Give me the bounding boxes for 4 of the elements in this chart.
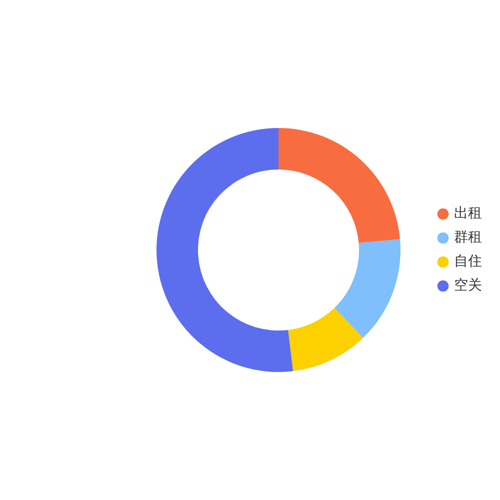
legend-label: 空关 <box>454 278 482 294</box>
legend-label: 群租 <box>454 230 482 246</box>
legend-label: 自住 <box>454 254 482 270</box>
legend-label: 出租 <box>454 206 482 222</box>
